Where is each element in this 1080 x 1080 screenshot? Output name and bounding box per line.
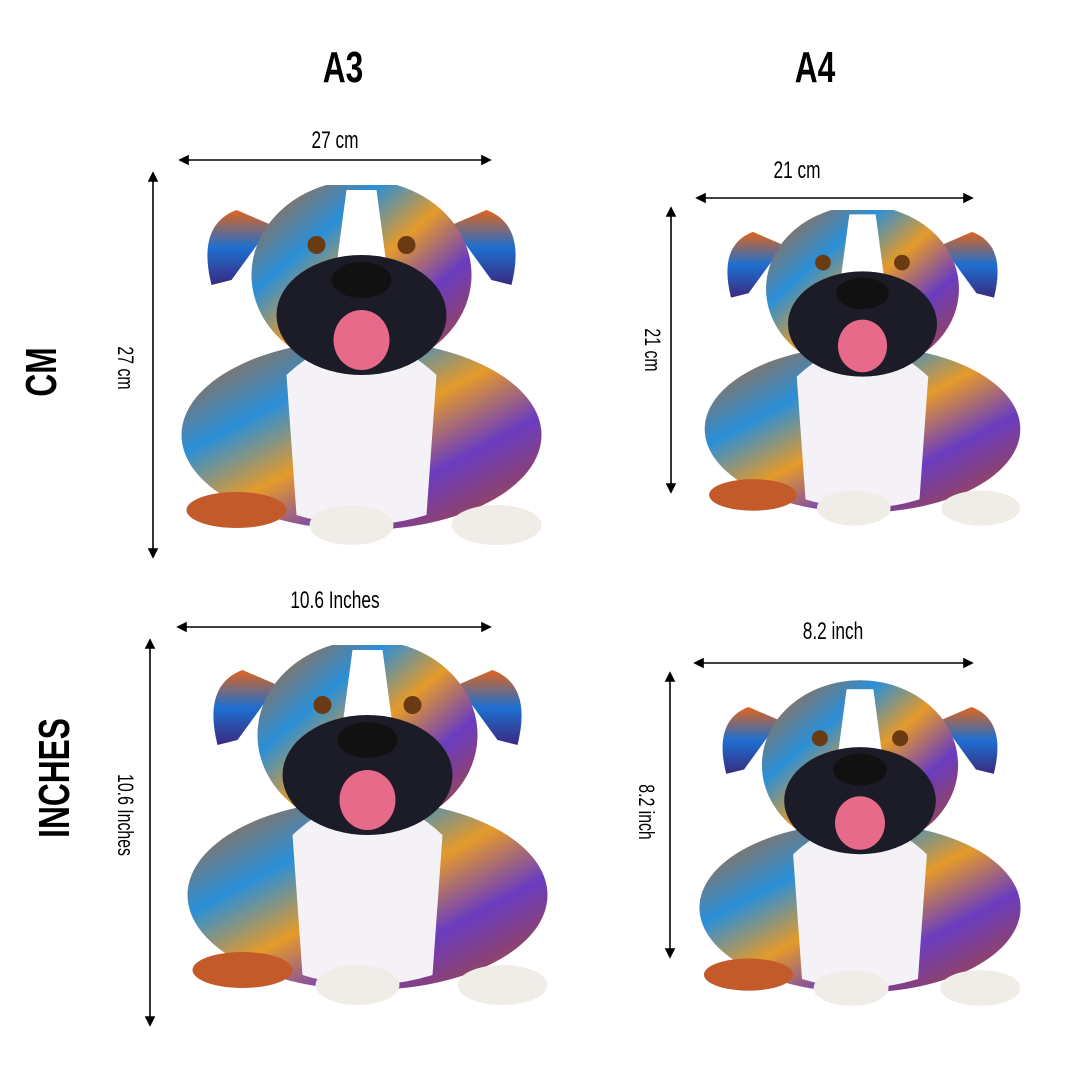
dog-image-a3-cm bbox=[175, 185, 548, 550]
a3-inches-height-arrow bbox=[144, 638, 156, 1027]
a3-cm-height-label: 27 cm bbox=[113, 346, 138, 390]
a4-inches-width-label: 8.2 inch bbox=[802, 618, 864, 645]
a4-inches-width-arrow bbox=[693, 657, 974, 669]
a4-cm-height-label: 21 cm bbox=[640, 328, 665, 372]
a3-inches-width-arrow bbox=[176, 621, 492, 633]
a3-cm-height-arrow bbox=[147, 171, 159, 559]
a3-inches-width-label: 10.6 Inches bbox=[290, 587, 380, 614]
dog-image-a4-inches bbox=[695, 675, 1025, 1020]
column-header-a3: A3 bbox=[322, 43, 364, 92]
a4-inches-height-arrow bbox=[664, 671, 676, 959]
dog-image-a3-inches bbox=[180, 645, 555, 1010]
a4-cm-width-arrow bbox=[695, 192, 974, 204]
column-header-a4: A4 bbox=[794, 43, 836, 92]
a3-inches-height-label: 10.6 Inches bbox=[113, 774, 138, 856]
a4-cm-width-label: 21 cm bbox=[773, 157, 821, 184]
a4-inches-height-label: 8.2 inch bbox=[634, 784, 659, 840]
a3-cm-width-label: 27 cm bbox=[311, 127, 359, 154]
dog-image-a4-cm bbox=[700, 210, 1025, 530]
a4-cm-height-arrow bbox=[665, 206, 677, 494]
a3-cm-width-arrow bbox=[178, 154, 492, 166]
